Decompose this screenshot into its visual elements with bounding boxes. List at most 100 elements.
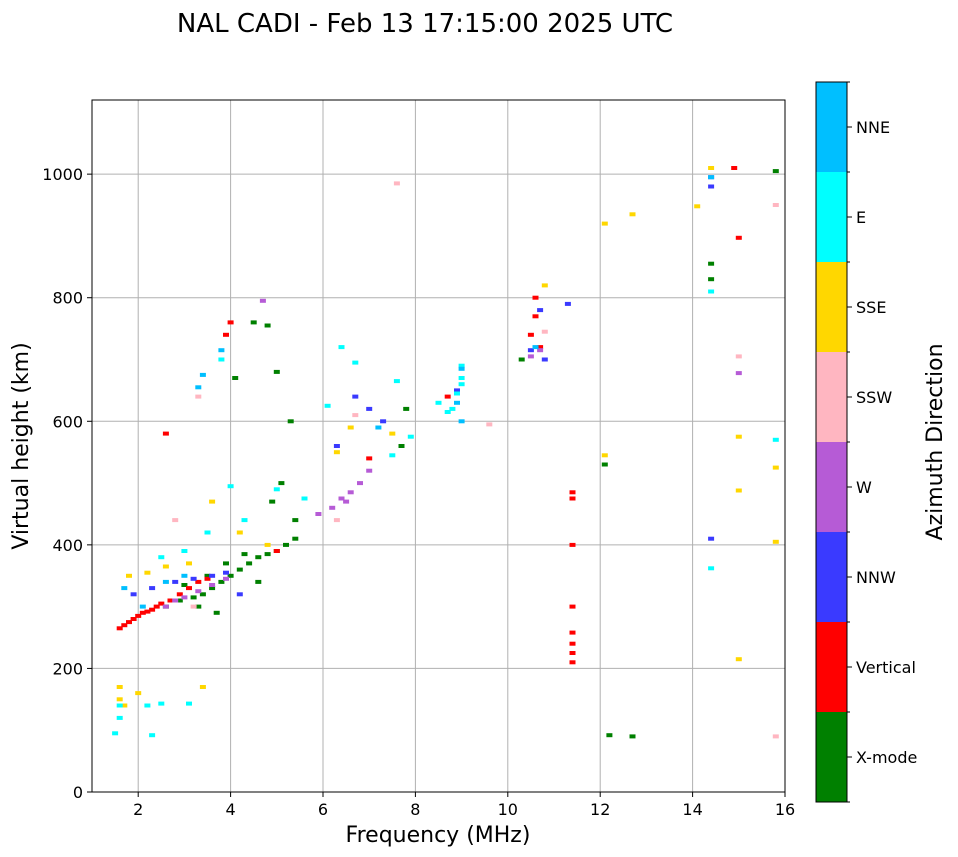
data-point (352, 394, 359, 399)
x-tick-label: 12 (590, 800, 610, 819)
data-point (735, 488, 742, 493)
data-point (569, 604, 576, 609)
data-point (601, 453, 608, 458)
data-point (181, 573, 188, 578)
data-point (532, 295, 539, 300)
data-point (375, 425, 382, 430)
data-point (250, 320, 257, 325)
data-point (772, 734, 779, 739)
series-nne (121, 175, 715, 609)
data-point (708, 566, 715, 571)
data-point (223, 570, 229, 575)
data-point (389, 431, 396, 436)
colorbar-label: E (856, 208, 866, 227)
data-point (121, 586, 128, 591)
data-point (772, 539, 779, 544)
data-point (708, 166, 715, 170)
data-point (158, 555, 165, 560)
data-point (708, 289, 715, 294)
data-point (241, 552, 248, 557)
data-point (116, 715, 123, 720)
data-point (352, 360, 359, 365)
x-axis: 2 4 6 8 10 12 14 16 (133, 792, 795, 819)
series-vertical (116, 166, 742, 665)
data-point (537, 308, 544, 313)
y-tick-label: 600 (52, 412, 83, 431)
data-point (393, 379, 400, 384)
data-point (236, 530, 243, 535)
data-point (195, 579, 202, 584)
data-point (181, 583, 188, 587)
x-tick-label: 4 (226, 800, 236, 819)
data-point (186, 586, 192, 591)
data-point (172, 579, 179, 584)
y-axis-label: Virtual height (km) (9, 342, 34, 549)
data-point (190, 576, 197, 581)
data-point (708, 261, 715, 266)
data-point (292, 518, 299, 523)
data-point (232, 376, 239, 380)
data-point (403, 406, 410, 411)
data-point (259, 298, 266, 303)
data-point (338, 345, 345, 350)
data-point (333, 518, 340, 523)
data-point (149, 586, 156, 591)
data-point (204, 530, 211, 535)
data-point (158, 701, 165, 706)
colorbar-swatch (816, 712, 847, 802)
data-point (204, 576, 211, 581)
plot-area (92, 100, 785, 792)
data-point (735, 235, 742, 240)
data-point (352, 413, 359, 418)
data-point (435, 400, 442, 405)
data-point (195, 604, 202, 609)
data-point (255, 555, 262, 560)
data-point (116, 703, 123, 708)
data-point (708, 536, 715, 541)
data-point (126, 573, 132, 578)
data-point (218, 348, 225, 353)
x-tick-label: 8 (410, 800, 420, 819)
data-point (338, 496, 345, 501)
data-point (333, 450, 340, 455)
x-tick-label: 16 (775, 800, 795, 819)
data-point (283, 542, 289, 547)
x-tick-label: 14 (682, 800, 702, 819)
data-point (130, 592, 137, 597)
colorbar: X-mode Vertical NNW W SSW SSE E NNE (815, 81, 917, 803)
series-x-mode (162, 169, 779, 739)
data-point (116, 685, 123, 689)
data-point (569, 490, 576, 495)
data-point (209, 583, 216, 587)
data-point (569, 660, 576, 665)
data-point (458, 419, 465, 424)
data-point (708, 184, 715, 189)
colorbar-swatch (816, 352, 847, 442)
data-point (190, 604, 197, 609)
data-point (176, 598, 183, 603)
data-point (532, 345, 539, 350)
data-point (772, 203, 779, 207)
data-point (366, 456, 373, 461)
x-tick-label: 10 (498, 800, 518, 819)
data-point (227, 573, 234, 578)
data-point (454, 391, 460, 396)
data-point (195, 589, 202, 594)
data-point (199, 592, 206, 597)
y-tick-label: 200 (52, 659, 83, 678)
data-point (735, 657, 742, 662)
data-point (112, 731, 119, 736)
colorbar-label: W (856, 478, 872, 497)
data-point (301, 496, 308, 501)
data-point (135, 613, 142, 618)
data-point (209, 499, 216, 504)
y-tick-label: 0 (73, 783, 83, 802)
data-point (772, 437, 779, 442)
colorbar-swatch (816, 532, 847, 622)
data-point (227, 320, 234, 325)
data-point (139, 610, 146, 615)
data-point (458, 376, 465, 380)
data-point (564, 301, 571, 306)
data-point (273, 549, 280, 553)
x-tick-label: 6 (318, 800, 328, 819)
